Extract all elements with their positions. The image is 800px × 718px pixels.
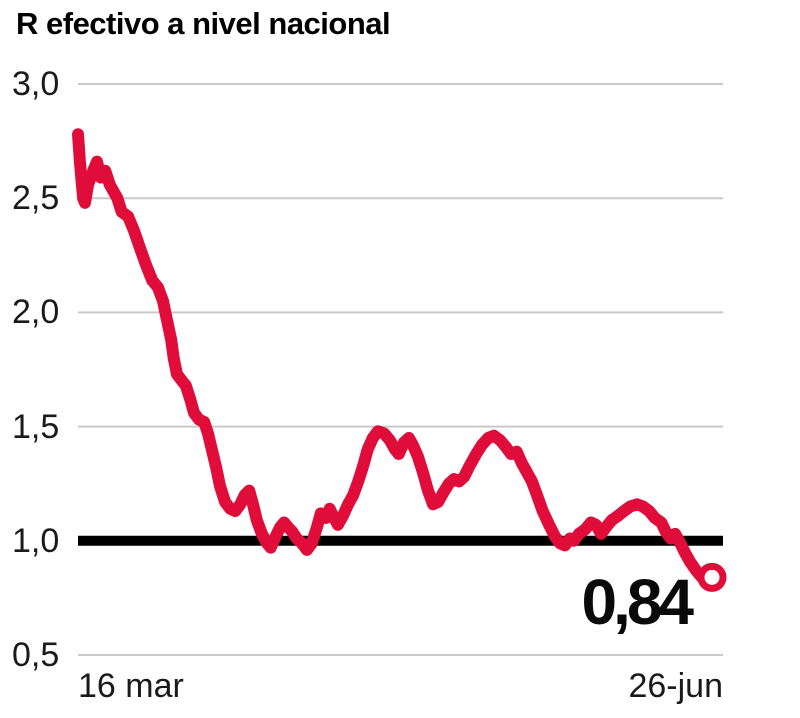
- y-tick-label: 2,0: [12, 293, 60, 332]
- chart-title: R efectivo a nivel nacional: [16, 6, 391, 41]
- y-tick-label: 3,0: [12, 65, 60, 103]
- x-tick-start: 16 mar: [78, 667, 184, 705]
- y-tick-label: 0,5: [12, 636, 60, 674]
- r-effective-line: [72, 128, 718, 586]
- y-tick-label: 1,5: [12, 407, 60, 446]
- end-value-annotation: 0,84: [581, 566, 694, 638]
- y-tick-label: 1,0: [12, 521, 60, 560]
- y-tick-label: 2,5: [12, 179, 60, 218]
- end-marker: [697, 562, 727, 592]
- x-tick-end: 26-jun: [628, 667, 723, 705]
